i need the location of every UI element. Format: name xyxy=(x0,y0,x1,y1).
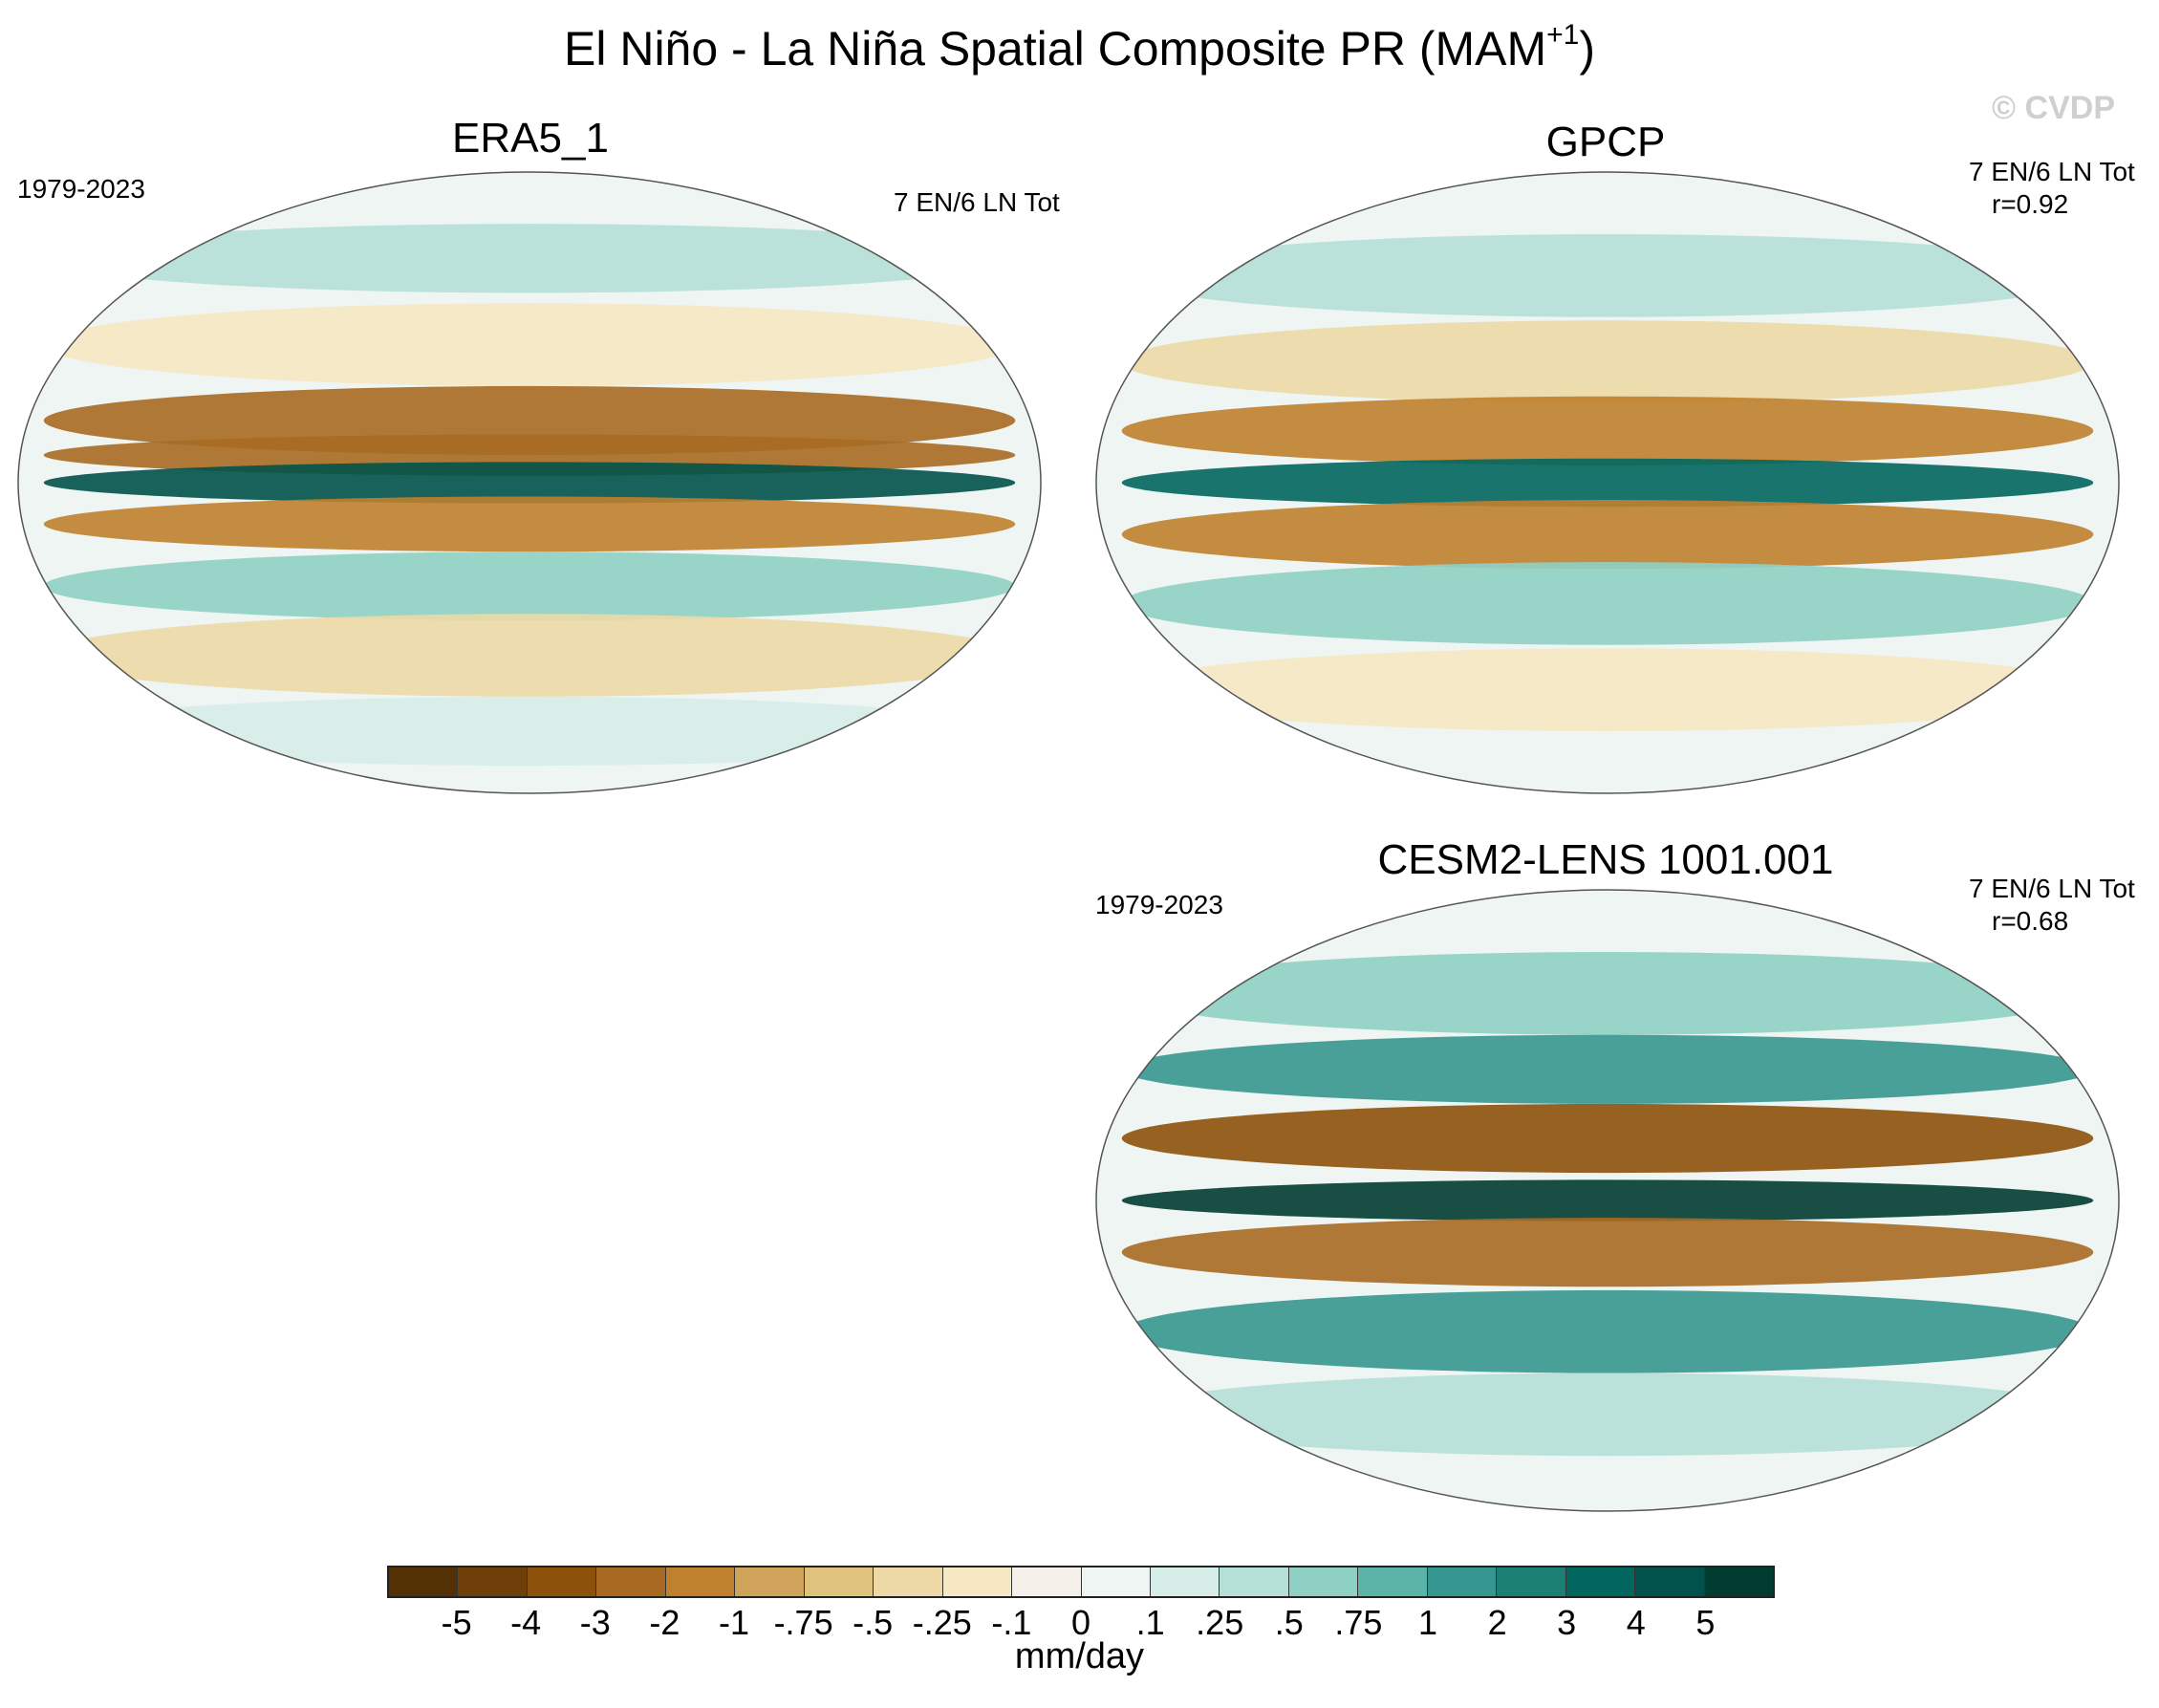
precip-anomaly-band xyxy=(43,551,1016,621)
colorbar-tick-label: .5 xyxy=(1274,1603,1304,1642)
precip-anomaly-band xyxy=(43,462,1016,504)
precip-anomaly-band xyxy=(1121,1103,2094,1174)
map-era5 xyxy=(17,171,1042,794)
colorbar-tick-label: 1 xyxy=(1417,1603,1438,1642)
period-label-era5: 1979-2023 xyxy=(17,174,145,204)
precip-anomaly-band xyxy=(1121,234,2094,317)
event-count-era5: 7 EN/6 LN Tot xyxy=(894,187,1060,217)
precip-anomaly-band xyxy=(1121,952,2094,1035)
colorbar-tick-label: -.25 xyxy=(912,1603,972,1642)
panel-title-gpcp: GPCP xyxy=(1545,119,1666,165)
colorbar-units: mm/day xyxy=(1014,1636,1145,1676)
colorbar-tick-label: -1 xyxy=(718,1603,750,1642)
colorbar-swatch xyxy=(735,1567,805,1596)
colorbar-tick-label: 3 xyxy=(1557,1603,1577,1642)
colorbar-swatch xyxy=(1081,1567,1151,1596)
precip-anomaly-band xyxy=(1121,562,2094,645)
map-gpcp xyxy=(1095,171,2120,794)
precip-anomaly-band xyxy=(43,696,1016,767)
colorbar-swatch xyxy=(1150,1567,1220,1596)
colorbar-tick-label: 4 xyxy=(1626,1603,1646,1642)
colorbar-tick-label: .25 xyxy=(1196,1603,1244,1642)
colorbar-tick-label: -2 xyxy=(649,1603,680,1642)
colorbar-swatch xyxy=(665,1567,736,1596)
colorbar-swatch xyxy=(874,1567,943,1596)
panel-title-era5: ERA5_1 xyxy=(452,115,609,162)
colorbar-swatch xyxy=(1565,1567,1636,1596)
event-count-cesm2: 7 EN/6 LN Tot xyxy=(1969,874,2135,903)
precip-anomaly-band xyxy=(1121,1373,2094,1457)
colorbar-swatch xyxy=(596,1567,666,1596)
colorbar-swatch xyxy=(527,1567,597,1596)
colorbar-tick-label: -.5 xyxy=(853,1603,894,1642)
colorbar-swatch xyxy=(1358,1567,1428,1596)
precip-anomaly-band xyxy=(1121,458,2094,508)
colorbar-swatch xyxy=(942,1567,1013,1596)
colorbar-tick-label: -.1 xyxy=(991,1603,1032,1642)
precip-anomaly-band xyxy=(43,496,1016,552)
precip-anomaly-band xyxy=(1121,1289,2094,1373)
precip-anomaly-band xyxy=(1121,500,2094,570)
map-outline xyxy=(1095,171,2120,794)
colorbar-tick-label: -4 xyxy=(510,1603,542,1642)
colorbar-swatch xyxy=(1288,1567,1359,1596)
precip-anomaly-band xyxy=(1121,1179,2094,1222)
panel-title-cesm2: CESM2-LENS 1001.001 xyxy=(1377,836,1834,883)
colorbar-tick-label: -3 xyxy=(579,1603,611,1642)
map-outline xyxy=(1095,889,2120,1512)
colorbar-tick-label: 0 xyxy=(1070,1603,1091,1642)
colorbar-swatch xyxy=(1427,1567,1498,1596)
colorbar-swatch xyxy=(1635,1567,1705,1596)
colorbar-swatch xyxy=(1012,1567,1082,1596)
period-label-cesm2: 1979-2023 xyxy=(1095,890,1223,919)
event-count-gpcp: 7 EN/6 LN Tot xyxy=(1969,157,2135,186)
precip-anomaly-band xyxy=(43,614,1016,697)
correlation-gpcp: r=0.92 xyxy=(1992,189,2069,219)
colorbar-tick-label: -5 xyxy=(441,1603,472,1642)
precip-anomaly-band xyxy=(1121,1218,2094,1287)
colorbar-tick-label: 5 xyxy=(1695,1603,1716,1642)
precip-anomaly-band xyxy=(1121,396,2094,465)
colorbar-tick-label: .1 xyxy=(1135,1603,1165,1642)
colorbar xyxy=(387,1566,1775,1598)
colorbar-swatch xyxy=(1497,1567,1566,1596)
correlation-cesm2: r=0.68 xyxy=(1992,906,2069,936)
precip-anomaly-band xyxy=(1121,1034,2094,1104)
cvdp-watermark: © CVDP xyxy=(1992,90,2115,126)
colorbar-swatch xyxy=(804,1567,874,1596)
colorbar-swatch xyxy=(389,1567,459,1596)
colorbar-swatch xyxy=(1220,1567,1289,1596)
precip-anomaly-band xyxy=(1121,320,2094,403)
precip-anomaly-band xyxy=(43,224,1016,293)
colorbar-tick-label: -.75 xyxy=(773,1603,833,1642)
colorbar-tick-label: 2 xyxy=(1487,1603,1507,1642)
colorbar-swatch xyxy=(458,1567,528,1596)
map-cesm2 xyxy=(1095,889,2120,1512)
precip-anomaly-band xyxy=(43,303,1016,386)
figure-title: El Niño - La Niña Spatial Composite PR (… xyxy=(563,19,1596,76)
colorbar-tick-label: .75 xyxy=(1334,1603,1383,1642)
colorbar-swatch xyxy=(1704,1567,1774,1596)
precip-anomaly-band xyxy=(1121,648,2094,731)
map-outline xyxy=(17,171,1042,794)
